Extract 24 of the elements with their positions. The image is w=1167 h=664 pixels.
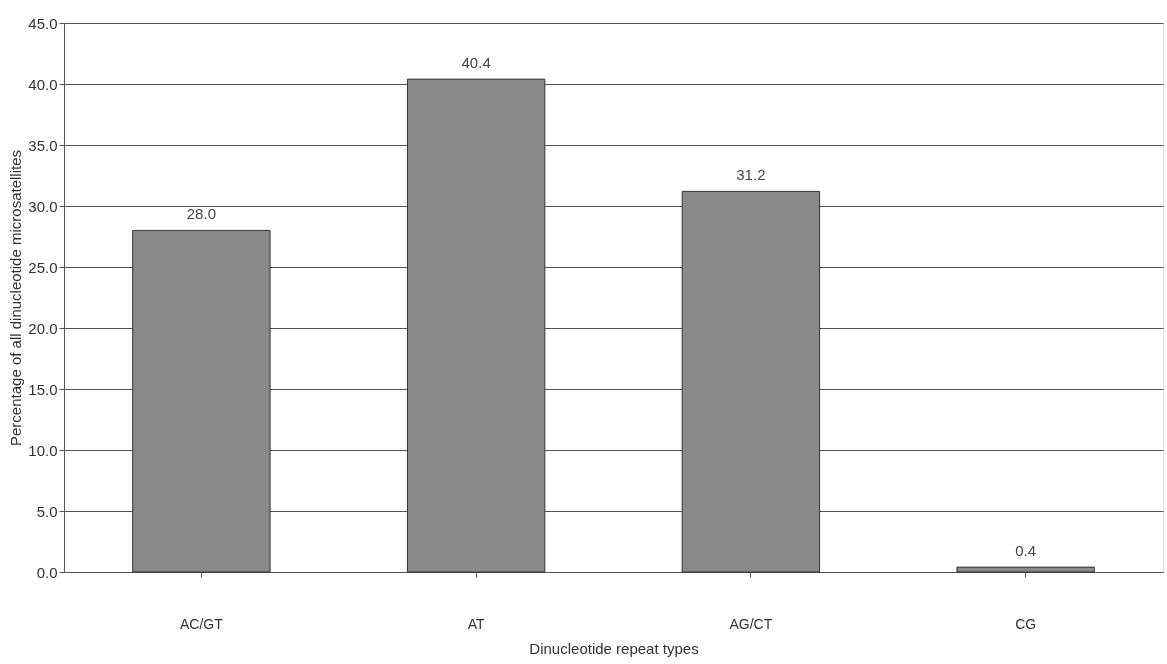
y-tick-label: 20.0 <box>28 319 58 337</box>
y-tick-label: 30.0 <box>28 197 58 215</box>
x-axis-title: Dinucleotide repeat types <box>529 639 699 657</box>
y-tick-label: 15.0 <box>28 380 58 398</box>
x-tick-label: AG/CT <box>729 615 773 632</box>
bar <box>406 78 546 573</box>
x-tick-label: AT <box>467 615 485 632</box>
y-axis-title: Percentage of all dinucleotide microsatellites <box>7 150 25 446</box>
y-tick-label: 10.0 <box>28 441 58 459</box>
y-tick-label: 35.0 <box>28 136 58 154</box>
bar <box>681 190 821 573</box>
x-tick-label: AC/GT <box>179 615 224 632</box>
data-label: 28.0 <box>186 205 216 223</box>
y-tick-label: 40.0 <box>28 75 58 93</box>
data-label: 31.2 <box>736 166 766 184</box>
y-tick-label: 0.0 <box>36 563 58 581</box>
data-label: 40.4 <box>461 54 491 72</box>
y-tick-label: 25.0 <box>28 258 58 276</box>
x-tick-label: CG <box>1015 615 1037 632</box>
y-tick-label: 45.0 <box>28 14 58 32</box>
bar <box>132 229 271 573</box>
bar <box>956 566 1095 573</box>
data-label: 0.4 <box>1015 542 1037 560</box>
y-tick-label: 5.0 <box>36 502 58 520</box>
